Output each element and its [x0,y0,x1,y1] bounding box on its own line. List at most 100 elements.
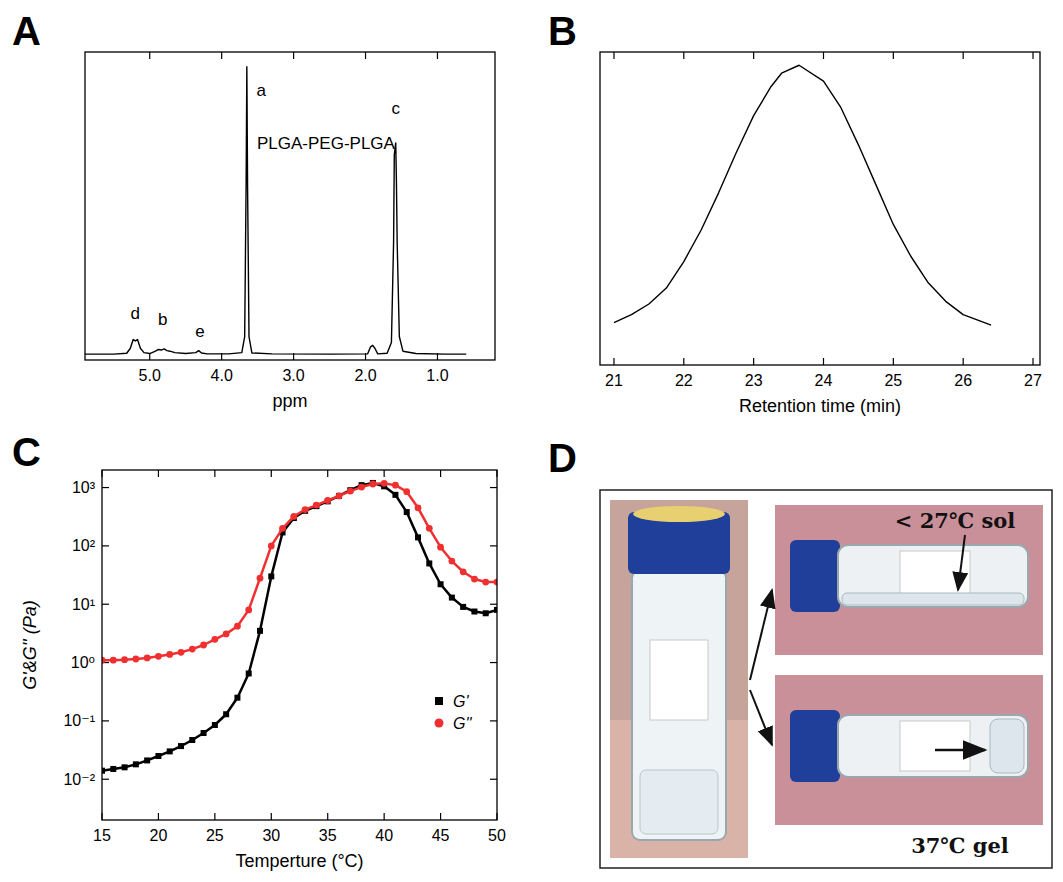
x-tick [384,813,385,820]
x-tick [214,813,215,820]
x-axis-title: ppm [272,391,307,411]
plot-frame [102,470,497,820]
x-tick-label: 40 [375,827,393,844]
x-tick-label: 23 [745,372,763,389]
gel-plug [990,719,1024,773]
data-point [438,581,444,587]
y-tick-right [490,720,497,721]
data-point [133,761,139,767]
chart-panel: 21222324252627Retention time (min) [600,52,1042,416]
data-point [482,579,489,586]
x-tick-top [753,52,754,59]
data-point [268,573,274,579]
arrow [935,749,985,752]
sol-label: < 27℃ sol [895,508,1015,533]
x-tick-top [440,470,441,477]
vial-glass [838,545,1028,607]
data-point [189,737,195,743]
data-point [201,730,207,736]
x-tick-label: 35 [319,827,337,844]
x-tick-label: 3.0 [282,367,304,384]
x-axis-title: Temperture (°C) [235,851,363,871]
data-point [381,480,388,487]
data-point [166,651,173,658]
vial-sticker [900,721,970,771]
data-point [121,656,128,663]
data-point [110,766,116,772]
y-tick-label: 10⁰ [71,654,95,671]
y-tick-right [490,779,497,780]
x-tick [963,358,964,365]
data-point [403,488,410,495]
data-point [460,568,467,575]
data-point [290,513,297,520]
x-tick-top [214,470,215,477]
vial-glass [632,570,726,840]
data-point [449,595,455,601]
data-point [404,509,410,515]
annotation: b [158,310,167,329]
data-point [302,506,309,513]
data-point [246,670,252,676]
plot-frame [85,52,495,360]
y-tick-right [490,545,497,546]
x-tick-top [271,470,272,477]
data-point [155,653,162,660]
data-point [122,764,128,770]
data-point [178,743,184,749]
x-tick-top [1032,52,1033,59]
panel-letter: A [12,9,41,53]
legend: G' G'' [435,693,473,732]
x-tick [158,813,159,820]
x-tick-top [221,52,222,59]
data-line [614,65,991,325]
annotation: a [256,81,266,100]
chart-panel: 152025303540455010⁻²10⁻¹10⁰10¹10²10³Temp… [20,470,506,871]
x-tick [613,358,614,365]
data-line [85,67,466,354]
data-point [471,609,477,615]
chart-panel: 5.04.03.02.01.0ppmaPLGA-PEG-PLGAcdbe [85,52,495,411]
data-point [426,525,433,532]
legend-label: G'' [453,715,473,732]
data-point [144,757,150,763]
x-tick-top [963,52,964,59]
data-point [448,558,455,565]
sol-layer [842,593,1024,605]
legend-label: G' [453,693,469,710]
data-point [437,544,444,551]
x-tick-label: 25 [206,827,224,844]
x-tick [271,813,272,820]
photo-right [775,505,1043,655]
data-point [324,497,331,504]
x-tick-top [293,52,294,59]
gel-label: 37℃ gel [911,833,1009,858]
photo-panel: < 27℃ sol 37℃ gel [600,490,1052,868]
data-point [313,502,320,509]
data-point [110,657,117,664]
x-tick-top [893,52,894,59]
data-point [369,481,376,488]
data-point [336,492,343,499]
x-tick-label: 24 [815,372,833,389]
x-tick-label: 15 [93,827,111,844]
figure: ABCD5.04.03.02.01.0ppmaPLGA-PEG-PLGAcdbe… [0,0,1063,882]
y-tick [102,487,109,488]
plot-data [614,65,991,325]
data-line [102,483,497,660]
data-point [257,575,264,582]
photo-frame [600,490,1052,868]
x-tick-label: 25 [884,372,902,389]
panel-letter: D [548,436,577,480]
x-tick-top [613,52,614,59]
plot-data [102,480,497,774]
x-tick-label: 2.0 [354,367,376,384]
arrow [750,590,772,680]
panel-letter: C [12,430,41,474]
x-tick-label: 4.0 [211,367,233,384]
data-point [245,606,252,613]
vial-cap-top [633,506,725,522]
x-tick-label: 30 [262,827,280,844]
x-tick-top [327,470,328,477]
x-tick-label: 1.0 [426,367,448,384]
